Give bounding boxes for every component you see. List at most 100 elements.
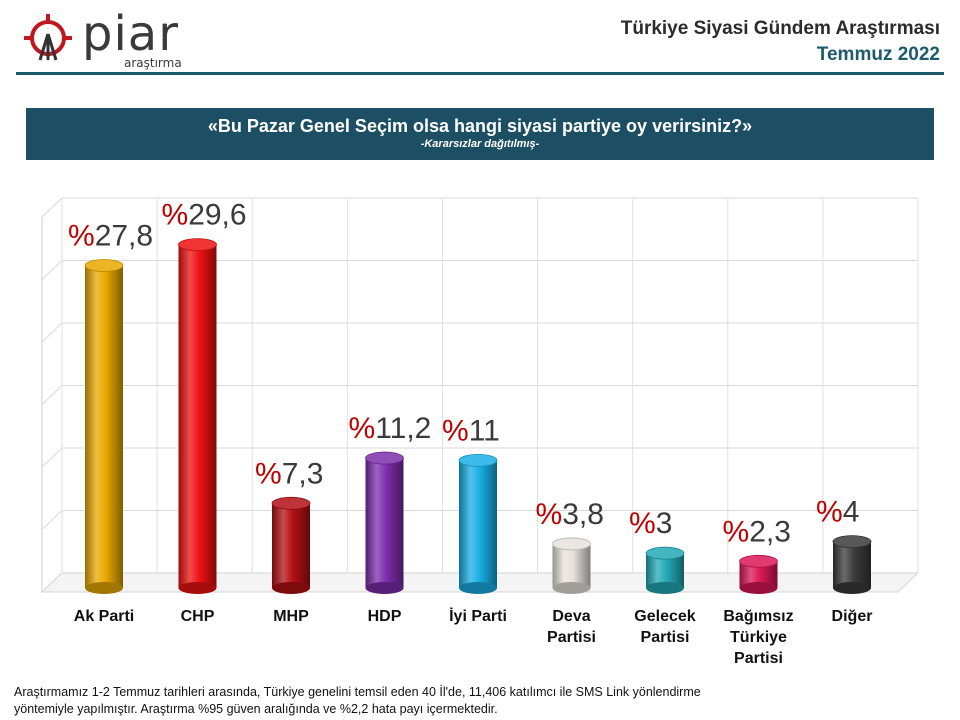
data-label-percent: % [629, 507, 656, 540]
survey-question: «Bu Pazar Genel Seçim olsa hangi siyasi … [207, 116, 753, 136]
category-label-line: Partisi [734, 650, 783, 667]
report-date: Temmuz 2022 [816, 44, 940, 65]
data-label-value: 27,8 [95, 220, 153, 253]
category-label: CHP [181, 608, 215, 625]
data-label: %11 [442, 414, 500, 447]
data-label: %3 [629, 507, 672, 540]
header-divider [16, 72, 944, 75]
bar-base [739, 582, 778, 594]
category-label-line: Diğer [832, 608, 873, 625]
category-label: Ak Parti [74, 608, 134, 625]
data-label-value: 2,3 [749, 515, 791, 548]
category-label-line: Türkiye [730, 629, 787, 646]
bar-body [833, 541, 871, 588]
bar-base [552, 582, 591, 594]
bar-chart: %27,8Ak Parti%29,6CHP%7,3MHP%11,2HDP%11İ… [40, 197, 920, 667]
bar-body [459, 460, 497, 588]
piar-logo: piar araştırma [18, 6, 218, 70]
gridline-side [41, 260, 63, 280]
data-label: %7,3 [255, 457, 323, 490]
bar-body [552, 543, 591, 588]
bar [739, 554, 778, 594]
category-label-line: MHP [273, 608, 309, 625]
footnote-line-1: Araştırmamız 1-2 Temmuz tarihleri arasın… [14, 685, 701, 699]
data-label: %11,2 [349, 412, 432, 445]
bar [552, 537, 591, 594]
data-label: %3,8 [536, 498, 604, 531]
bar-top [84, 259, 124, 272]
category-label: Deva Partisi [547, 608, 596, 646]
category-label: İyi Parti [449, 607, 507, 625]
data-label: %29,6 [162, 199, 247, 232]
bar [365, 451, 404, 594]
data-label-value: 3 [656, 507, 673, 540]
crosshair-logo-icon [24, 14, 72, 61]
gridline-side [41, 385, 63, 405]
footnote-line-2: yöntemiyle yapılmıştır. Araştırma %95 gü… [14, 702, 498, 716]
bar-base [85, 582, 123, 594]
data-label-value: 29,6 [188, 199, 246, 232]
logo-wordmark: piar [82, 6, 179, 62]
bar-body [365, 458, 404, 588]
bar-base [365, 582, 404, 594]
bar-body [85, 265, 123, 588]
category-label-line: Partisi [547, 629, 596, 646]
category-label-line: HDP [368, 608, 402, 625]
data-label-value: 7,3 [282, 457, 324, 490]
data-label-value: 3,8 [562, 498, 604, 531]
bar [645, 546, 685, 594]
bar [84, 259, 124, 594]
category-label-line: Bağımsız [723, 608, 793, 625]
bar-body [272, 503, 310, 588]
data-label: %4 [816, 496, 859, 529]
category-label: MHP [273, 608, 309, 625]
category-label: HDP [368, 608, 402, 625]
category-label-line: Gelecek [634, 608, 695, 625]
bar-base [646, 582, 684, 594]
category-label: Gelecek Partisi [634, 608, 695, 646]
bar-top [458, 453, 498, 467]
bar [832, 535, 872, 594]
data-label-value: 4 [843, 496, 860, 529]
bar-base [833, 582, 871, 594]
data-label-percent: % [442, 414, 469, 447]
gridline-side [41, 322, 63, 343]
data-label-value: 11 [469, 414, 500, 447]
bar-top [271, 496, 311, 510]
bar-top [832, 535, 872, 549]
bar-top [739, 554, 778, 568]
data-label-percent: % [68, 220, 95, 253]
bar-top [645, 546, 685, 560]
data-label-percent: % [162, 199, 189, 232]
category-label-line: İyi Parti [449, 607, 507, 625]
category-label: Bağımsız Türkiye Partisi [723, 608, 793, 667]
question-banner: «Bu Pazar Genel Seçim olsa hangi siyasi … [26, 108, 934, 160]
data-label-value: 11,2 [375, 412, 431, 445]
category-label: Diğer [832, 608, 873, 625]
data-label: %27,8 [68, 220, 153, 253]
gridline-side [41, 197, 63, 218]
category-label-line: Deva [552, 608, 590, 625]
logo-subtitle: araştırma [124, 56, 182, 70]
methodology-footnote: Araştırmamız 1-2 Temmuz tarihleri arasın… [14, 684, 914, 718]
category-label-line: Ak Parti [74, 608, 134, 625]
data-label: %2,3 [723, 515, 791, 548]
gridline-side [41, 447, 63, 468]
bar-base [272, 582, 310, 594]
bar-top [178, 238, 217, 252]
bar-base [459, 582, 497, 594]
bar-top [365, 451, 404, 465]
bar-base [178, 582, 217, 594]
data-label-percent: % [816, 496, 843, 529]
gridline-side [41, 510, 63, 530]
report-title: Türkiye Siyasi Gündem Araştırması [620, 18, 940, 39]
category-label-line: Partisi [641, 629, 690, 646]
bar [178, 238, 217, 594]
survey-note: -Kararsızlar dağıtılmış- [420, 138, 540, 150]
bar-body [178, 244, 217, 588]
data-label-percent: % [255, 457, 282, 490]
data-label-percent: % [536, 498, 563, 531]
bar-top [552, 537, 591, 551]
category-label-line: CHP [181, 608, 215, 625]
data-label-percent: % [723, 515, 750, 548]
